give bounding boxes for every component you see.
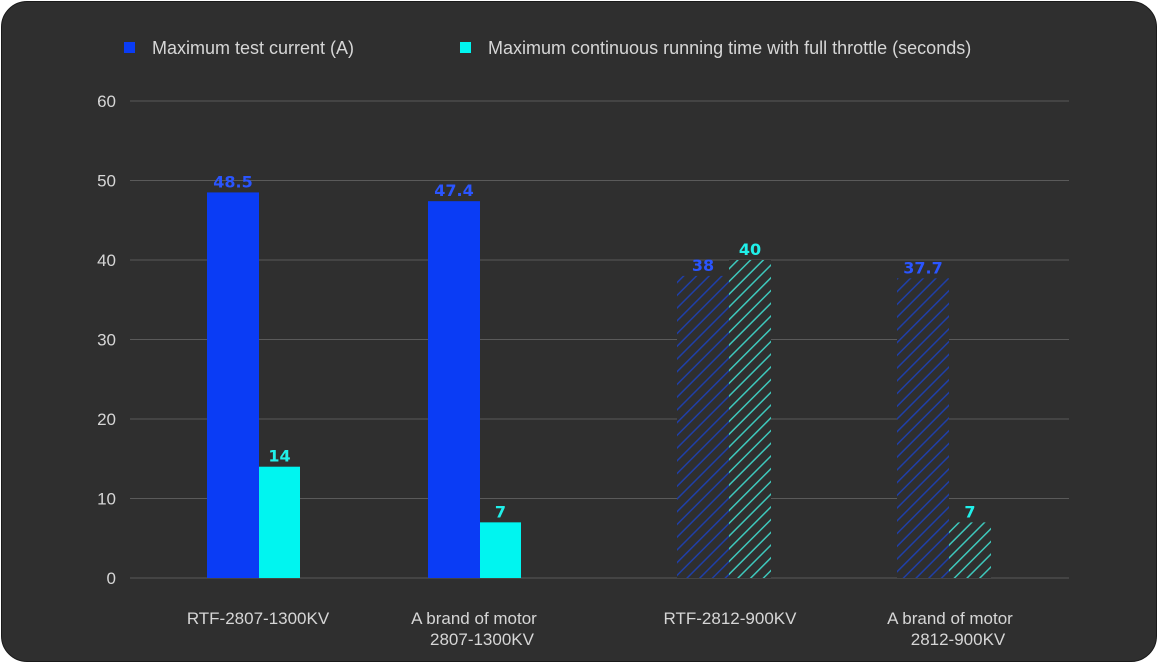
bar-2-1 [729,260,771,578]
y-tick-label-5: 50 [97,172,116,191]
category-label-0: RTF-2807-1300KV [187,609,330,628]
value-label-3-0: 37.7 [903,258,942,277]
bar-1-1 [480,522,521,578]
y-tick-label-6: 60 [97,92,116,111]
category-labels: RTF-2807-1300KV A brand of motor 2807-1300… [187,609,1013,649]
bars [207,192,991,579]
y-axis-ticks: 0 10 20 30 40 50 60 [97,92,116,588]
bar-1-0 [428,201,480,579]
value-label-2-1: 40 [739,240,761,259]
legend-label-0: Maximum test current (A) [152,38,354,58]
legend-label-1: Maximum continuous running time with ful… [488,38,971,58]
bar-0-1 [259,466,300,578]
legend-swatch-0 [124,42,135,53]
value-label-1-1: 7 [495,502,506,521]
value-label-0-0: 48.5 [213,172,252,191]
y-tick-label-4: 40 [97,251,116,270]
value-label-0-1: 14 [268,447,290,466]
bar-3-0 [897,278,949,578]
value-label-2-0: 38 [692,256,714,275]
category-label-3: A brand of motor 2812-900KV [887,609,1013,649]
bar-0-0 [207,192,259,579]
bar-2-0 [677,275,729,578]
category-label-2: RTF-2812-900KV [664,609,798,628]
category-label-1: A brand of motor 2807-1300KV [411,609,537,649]
bar-3-1 [949,522,991,578]
value-label-3-1: 7 [964,502,975,521]
legend: Maximum test current (A) Maximum continuo… [124,38,971,58]
y-tick-label-0: 0 [107,569,116,588]
value-labels: 48.5 14 47.4 7 38 40 37.7 7 [213,172,975,521]
legend-swatch-1 [460,42,471,53]
y-tick-label-2: 20 [97,410,116,429]
y-tick-label-1: 10 [97,490,116,509]
y-tick-label-3: 30 [97,331,116,350]
value-label-1-0: 47.4 [434,181,473,200]
